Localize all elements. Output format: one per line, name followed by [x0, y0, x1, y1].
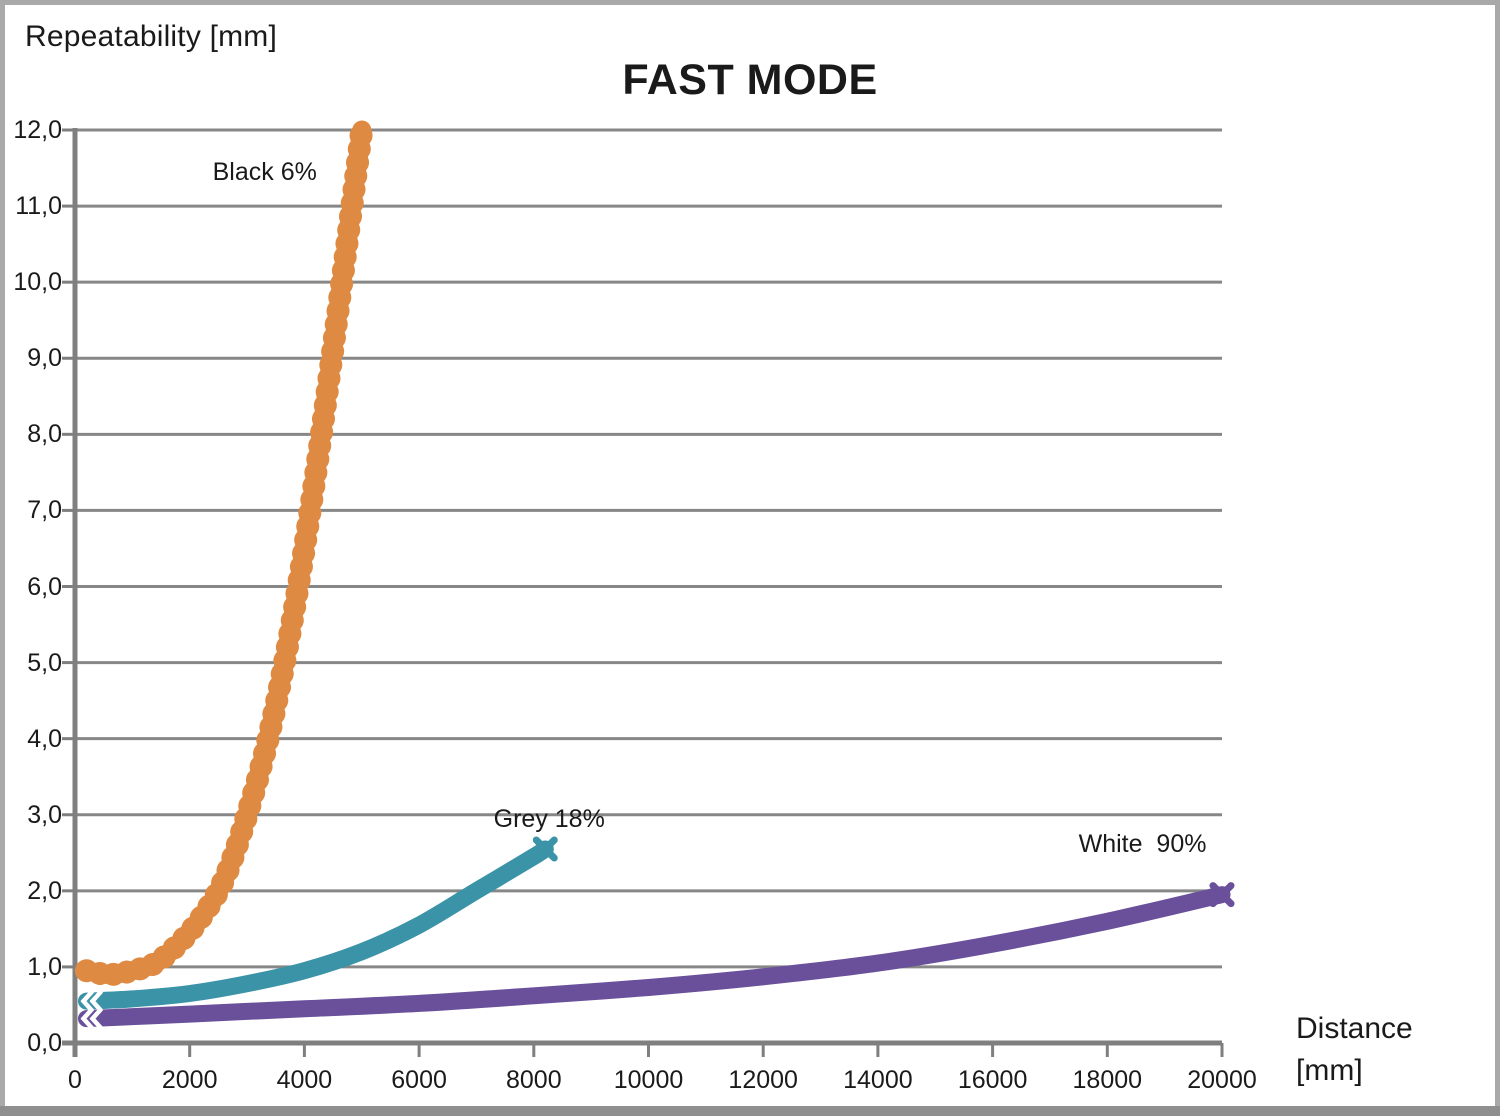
y-tick-label: 4,0: [27, 724, 62, 753]
series-line-black-6-: [76, 120, 372, 984]
x-tick-label: 6000: [391, 1066, 447, 1094]
y-tick-label: 2,0: [27, 876, 62, 905]
chart-title: FAST MODE: [622, 56, 878, 104]
x-tick-label: 4000: [276, 1066, 333, 1094]
y-tick-label: 6,0: [27, 572, 62, 601]
start-chevron-white-90-: [80, 1007, 95, 1031]
end-x-marker-grey-18-: [532, 836, 558, 862]
y-tick-label: 5,0: [27, 648, 62, 677]
frame-border-top: [0, 0, 1500, 5]
start-chevron-white-90-: [89, 1007, 104, 1031]
frame-border-bottom: [0, 1106, 1500, 1116]
series-line-white-90-: [77, 886, 1231, 1028]
series-markers-black-6-: [74, 118, 374, 987]
x-tick-label: 10000: [613, 1066, 684, 1094]
y-tick-label: 0,0: [27, 1029, 62, 1057]
y-tick-label: 7,0: [27, 496, 62, 525]
start-chevron-grey-18-: [80, 989, 95, 1013]
y-axis-title: Repeatability [mm]: [25, 20, 278, 53]
x-tick-label: 20000: [1187, 1066, 1257, 1094]
y-tick-label: 3,0: [27, 800, 62, 829]
y-tick-label: 8,0: [27, 420, 62, 449]
y-tick-label: 12,0: [13, 116, 62, 144]
y-tick-label: 9,0: [27, 344, 62, 373]
frame-border-left: [0, 0, 5, 1116]
series-label-black-6-: Black 6%: [212, 157, 317, 186]
x-tick-label: 14000: [843, 1066, 913, 1094]
x-tick-label: 0: [68, 1066, 82, 1094]
x-tick-label: 8000: [505, 1066, 562, 1094]
y-tick-label: 11,0: [15, 192, 62, 221]
series-label-grey-18-: Grey 18%: [493, 804, 605, 833]
x-tick-label: 18000: [1072, 1066, 1143, 1094]
x-axis-title: Distance [mm]: [1296, 1008, 1413, 1092]
series-label-white-90-: White 90%: [1078, 829, 1207, 858]
end-x-marker-white-90-: [1209, 882, 1235, 908]
x-axis-title-line1: Distance: [1296, 1012, 1413, 1045]
x-tick-label: 2000: [161, 1066, 218, 1094]
frame-border-right: [1495, 0, 1500, 1116]
start-chevron-grey-18-: [89, 989, 104, 1013]
x-tick-label: 12000: [728, 1066, 798, 1094]
y-tick-label: 10,0: [13, 268, 62, 297]
x-tick-label: 16000: [957, 1066, 1028, 1094]
series-line-grey-18-: [77, 840, 554, 1010]
y-tick-label: 1,0: [27, 952, 62, 981]
x-axis-title-line2: [mm]: [1296, 1054, 1363, 1087]
